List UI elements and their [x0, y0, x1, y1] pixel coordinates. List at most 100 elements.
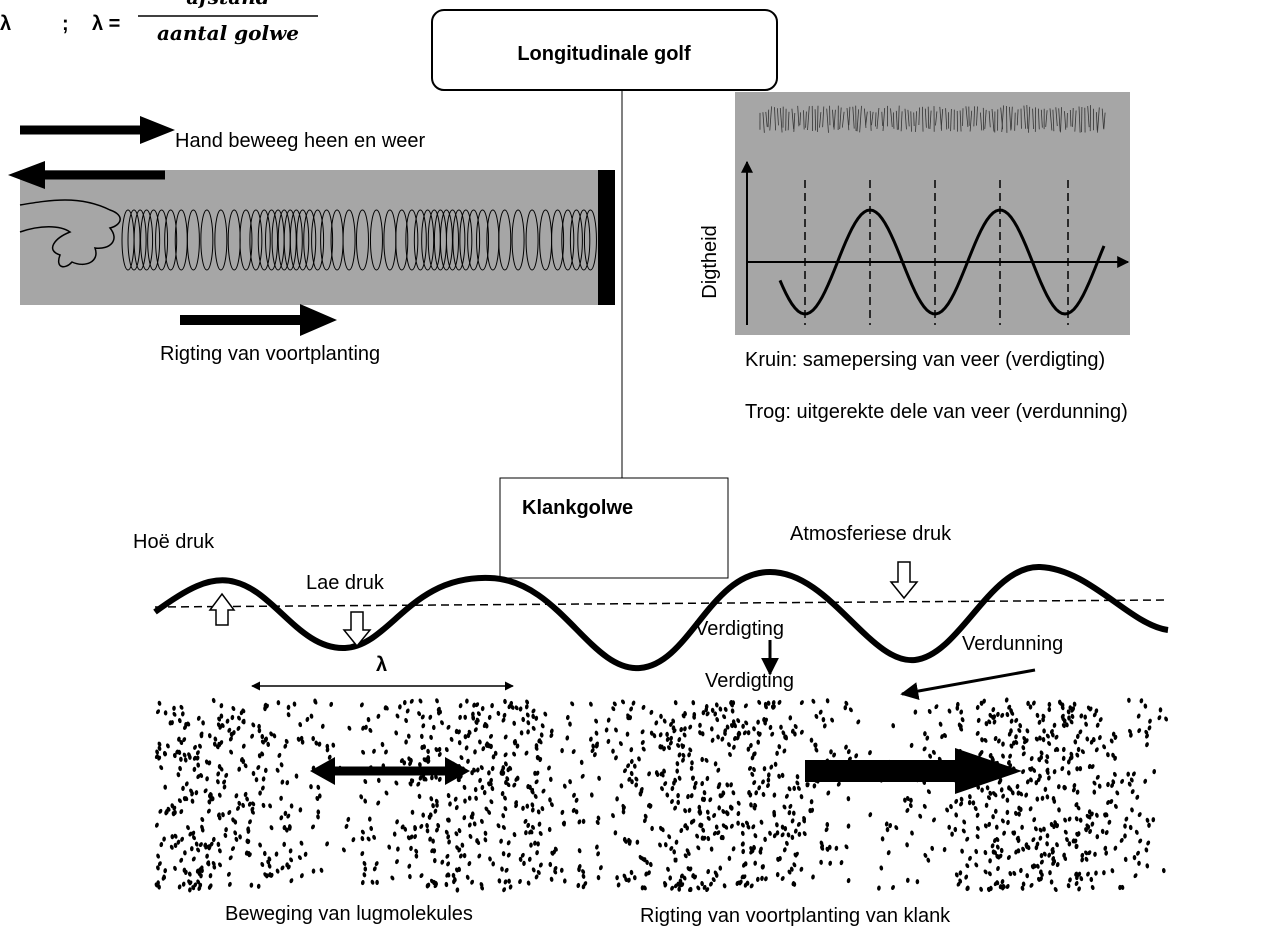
molecule: [1127, 781, 1132, 787]
molecule: [627, 776, 632, 782]
molecule: [298, 722, 303, 728]
molecule: [993, 735, 998, 742]
molecule: [594, 730, 599, 736]
molecule: [632, 763, 637, 769]
molecule: [267, 863, 272, 869]
coil: [239, 209, 253, 271]
molecule: [1045, 733, 1050, 739]
coil: [296, 209, 310, 271]
molecule: [1021, 846, 1026, 852]
spring-strip: [1072, 107, 1074, 127]
molecule: [1050, 732, 1055, 738]
molecule: [180, 711, 185, 717]
molecule: [549, 728, 554, 734]
molecule: [536, 841, 540, 847]
molecule: [922, 746, 927, 752]
molecule: [435, 802, 439, 808]
molecule: [250, 733, 255, 739]
molecule: [868, 812, 873, 818]
molecule: [217, 716, 222, 722]
molecule: [529, 842, 533, 848]
molecule: [163, 710, 168, 716]
molecule: [596, 875, 601, 881]
molecule: [475, 702, 480, 708]
molecule: [749, 802, 753, 808]
molecule: [465, 698, 469, 704]
molecule: [387, 844, 392, 850]
molecule: [453, 796, 458, 802]
molecule: [954, 798, 959, 804]
molecule: [646, 802, 652, 808]
molecule: [686, 794, 690, 800]
molecule: [261, 785, 265, 791]
molecule: [1017, 805, 1021, 811]
molecule: [819, 859, 823, 865]
coil: [303, 209, 317, 271]
molecule: [753, 860, 758, 866]
molecule: [496, 823, 501, 829]
molecule: [668, 740, 673, 746]
molecule: [974, 848, 979, 855]
molecule: [915, 879, 920, 885]
molecule: [533, 840, 537, 846]
molecule: [359, 794, 364, 800]
molecule: [1161, 868, 1166, 874]
molecule: [416, 781, 421, 787]
molecule: [289, 857, 294, 863]
molecule: [1123, 856, 1128, 862]
molecule: [200, 827, 205, 833]
molecule: [1032, 863, 1037, 869]
molecule: [1035, 863, 1040, 869]
molecule: [1157, 715, 1162, 721]
spring-strip: [1074, 110, 1077, 132]
molecule: [957, 722, 962, 728]
molecule: [771, 704, 776, 710]
molecule: [1015, 783, 1020, 790]
molecule: [606, 738, 611, 744]
molecule: [1079, 713, 1084, 719]
spring-strip: [973, 106, 975, 127]
coil: [369, 209, 383, 271]
molecule: [766, 777, 771, 783]
molecule: [571, 749, 576, 755]
molecule: [540, 806, 545, 812]
molecule: [177, 718, 182, 724]
molecule: [1083, 714, 1088, 720]
molecule: [732, 744, 736, 750]
molecule: [434, 798, 439, 804]
molecule: [1001, 793, 1005, 799]
molecule: [536, 809, 541, 815]
molecule: [1043, 786, 1048, 792]
molecule: [1080, 852, 1085, 858]
molecule: [417, 711, 422, 717]
molecule: [834, 845, 839, 851]
molecule: [285, 780, 290, 786]
molecule: [1124, 816, 1129, 822]
molecule: [405, 708, 410, 714]
molecule: [686, 851, 691, 856]
molecule: [425, 823, 429, 829]
molecule: [1025, 728, 1030, 734]
molecule: [454, 831, 459, 837]
molecule: [581, 818, 586, 824]
molecule: [629, 869, 634, 876]
molecule: [1086, 871, 1090, 877]
molecule: [880, 836, 885, 842]
molecule: [975, 812, 980, 818]
molecule: [909, 742, 914, 748]
molecule: [496, 710, 501, 716]
molecule: [409, 845, 413, 851]
molecule: [568, 779, 572, 785]
molecule: [746, 730, 751, 736]
molecule: [987, 719, 992, 725]
molecule: [811, 874, 815, 880]
y-axis-label: Digtheid: [699, 225, 721, 298]
molecule: [621, 809, 626, 815]
molecule: [1025, 873, 1030, 879]
coil: [498, 209, 512, 271]
molecule: [812, 783, 817, 789]
molecule: [975, 825, 980, 831]
molecule: [228, 855, 233, 861]
molecule: [1017, 811, 1021, 817]
molecule: [1038, 735, 1042, 741]
